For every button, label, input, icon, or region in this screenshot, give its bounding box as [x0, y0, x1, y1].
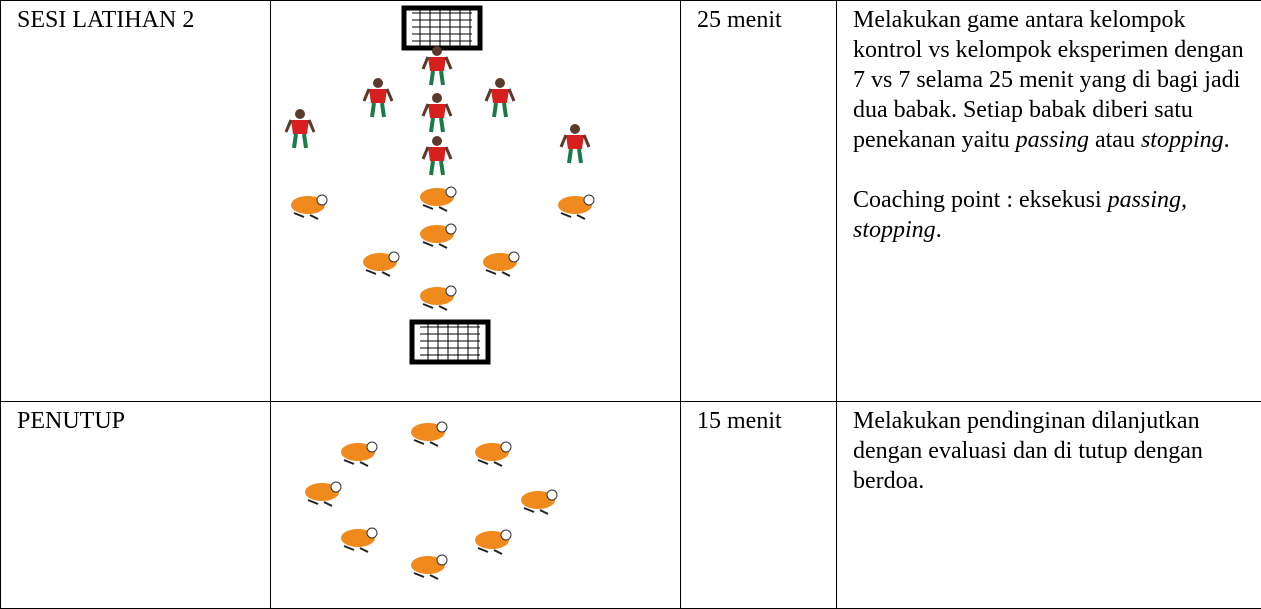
- goal: [412, 322, 488, 362]
- players-red: [286, 46, 589, 175]
- players-orange: [291, 187, 594, 579]
- goal: [404, 8, 480, 48]
